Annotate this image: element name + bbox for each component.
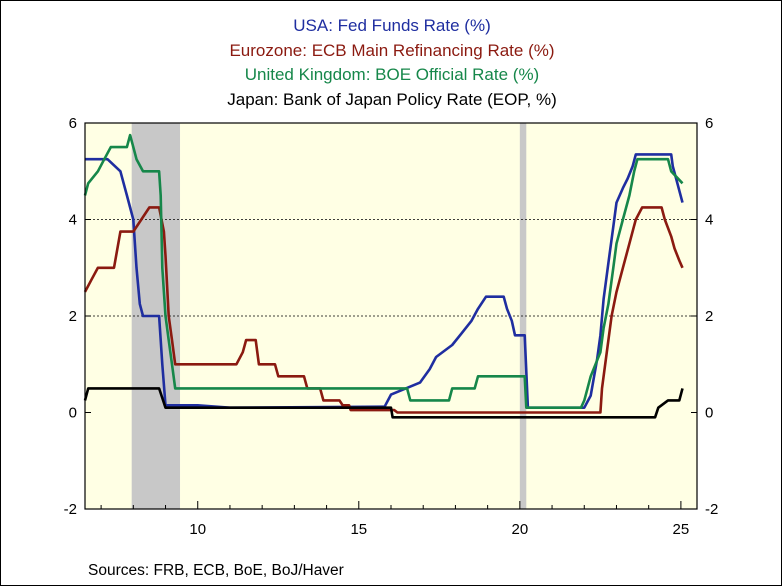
y-tick-label-right: 2 <box>705 308 713 325</box>
series-line-0 <box>85 153 684 409</box>
y-tick-label-left: 6 <box>69 115 77 132</box>
x-tick-label: 15 <box>350 521 367 538</box>
title-uk: United Kingdom: BOE Official Rate (%) <box>244 65 540 84</box>
title-eurozone: Eurozone: ECB Main Refinancing Rate (%) <box>229 40 555 60</box>
title-usa: USA: Fed Funds Rate (%) <box>293 16 491 35</box>
recession-band <box>519 123 527 509</box>
x-tick-label: 20 <box>511 521 528 538</box>
y-tick-label-left: 0 <box>69 405 77 422</box>
chart-titles: USA: Fed Funds Rate (%) Eurozone: ECB Ma… <box>0 14 784 112</box>
y-tick-label-left: 2 <box>69 308 77 325</box>
y-tick-label-right: 0 <box>705 405 713 422</box>
y-tick-label-left: -2 <box>64 501 77 518</box>
y-tick-label-right: 6 <box>705 115 713 132</box>
x-tick-label: 10 <box>189 521 206 538</box>
y-tick-label-right: 4 <box>705 212 713 229</box>
y-tick-label-left: 4 <box>69 212 77 229</box>
series-line-2 <box>83 133 684 409</box>
y-tick-label-right: -2 <box>705 501 718 518</box>
source-note: Sources: FRB, ECB, BoE, BoJ/Haver <box>88 562 344 579</box>
series-line-3 <box>83 387 684 419</box>
x-tick-label: 25 <box>673 521 690 538</box>
title-japan: Japan: Bank of Japan Policy Rate (EOP, %… <box>227 89 557 109</box>
